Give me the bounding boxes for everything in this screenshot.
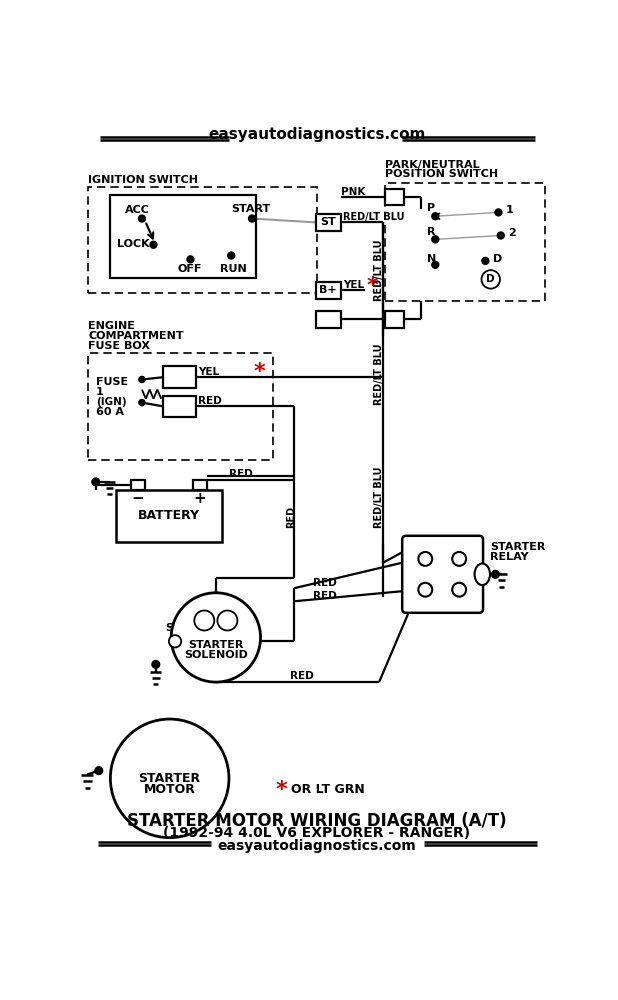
Circle shape bbox=[95, 767, 103, 774]
Text: COMPARTMENT: COMPARTMENT bbox=[88, 331, 184, 341]
Text: −: − bbox=[132, 491, 145, 506]
Text: *: * bbox=[253, 362, 265, 382]
Circle shape bbox=[169, 635, 181, 647]
Bar bbox=[109, 195, 256, 278]
Text: *: * bbox=[275, 780, 287, 800]
Text: RELAY: RELAY bbox=[490, 552, 528, 562]
Text: B+: B+ bbox=[320, 285, 337, 295]
Text: OR LT GRN: OR LT GRN bbox=[290, 783, 364, 796]
Circle shape bbox=[452, 552, 466, 566]
Text: 1: 1 bbox=[506, 205, 513, 215]
Circle shape bbox=[491, 570, 499, 578]
Text: PARK/NEUTRAL: PARK/NEUTRAL bbox=[385, 160, 480, 170]
Circle shape bbox=[139, 400, 145, 406]
Bar bbox=[316, 311, 341, 328]
Bar bbox=[385, 183, 546, 301]
Circle shape bbox=[418, 552, 432, 566]
Text: RED/LT BLU: RED/LT BLU bbox=[375, 239, 384, 301]
Circle shape bbox=[150, 241, 157, 248]
Text: RED: RED bbox=[286, 506, 296, 528]
Circle shape bbox=[482, 257, 489, 264]
Text: +: + bbox=[193, 491, 206, 506]
Bar bbox=[88, 353, 273, 460]
Text: START: START bbox=[231, 204, 271, 214]
Bar bbox=[316, 282, 341, 299]
Circle shape bbox=[432, 261, 439, 268]
Circle shape bbox=[111, 719, 229, 838]
Circle shape bbox=[228, 252, 235, 259]
Text: RED/LT BLU: RED/LT BLU bbox=[375, 343, 384, 405]
Circle shape bbox=[187, 256, 194, 263]
Text: SOLENOID: SOLENOID bbox=[184, 650, 248, 660]
Text: 60 A: 60 A bbox=[96, 407, 124, 417]
Text: R: R bbox=[427, 227, 435, 237]
Circle shape bbox=[152, 661, 159, 668]
Text: 2: 2 bbox=[507, 228, 515, 238]
Circle shape bbox=[92, 478, 99, 486]
Text: STARTER: STARTER bbox=[138, 772, 201, 785]
Bar bbox=[385, 311, 404, 328]
Text: 1: 1 bbox=[96, 387, 103, 397]
Circle shape bbox=[497, 232, 504, 239]
Text: STARTER MOTOR WIRING DIAGRAM (A/T): STARTER MOTOR WIRING DIAGRAM (A/T) bbox=[127, 812, 507, 830]
Text: OFF: OFF bbox=[177, 264, 201, 274]
Text: FUSE BOX: FUSE BOX bbox=[88, 341, 150, 351]
Text: easyautodiagnostics.com: easyautodiagnostics.com bbox=[218, 839, 416, 853]
Bar bbox=[116, 490, 222, 542]
Text: FUSE: FUSE bbox=[96, 377, 128, 387]
Circle shape bbox=[194, 610, 214, 631]
Text: BATTERY: BATTERY bbox=[138, 509, 200, 522]
Text: YEL: YEL bbox=[343, 280, 364, 290]
Text: RED: RED bbox=[198, 396, 222, 406]
Text: ACC: ACC bbox=[125, 205, 150, 215]
Text: RED: RED bbox=[229, 469, 252, 479]
Bar bbox=[164, 366, 196, 388]
Text: POSITION SWITCH: POSITION SWITCH bbox=[385, 169, 498, 179]
Text: easyautodiagnostics.com: easyautodiagnostics.com bbox=[208, 127, 425, 142]
Text: ENGINE: ENGINE bbox=[88, 321, 135, 331]
Circle shape bbox=[495, 209, 502, 216]
Text: S: S bbox=[165, 623, 173, 633]
Text: STARTER: STARTER bbox=[490, 542, 545, 552]
Text: N: N bbox=[427, 254, 436, 264]
Circle shape bbox=[248, 215, 255, 222]
Text: STARTER: STARTER bbox=[188, 640, 243, 650]
Circle shape bbox=[139, 376, 145, 383]
Bar bbox=[131, 480, 145, 490]
Text: IGNITION SWITCH: IGNITION SWITCH bbox=[88, 175, 198, 185]
Text: MOTOR: MOTOR bbox=[144, 783, 195, 796]
Circle shape bbox=[452, 583, 466, 597]
Circle shape bbox=[138, 215, 145, 222]
Circle shape bbox=[171, 593, 261, 682]
Bar bbox=[193, 480, 206, 490]
Text: (1992-94 4.0L V6 EXPLORER - RANGER): (1992-94 4.0L V6 EXPLORER - RANGER) bbox=[163, 826, 470, 840]
Text: YEL: YEL bbox=[198, 367, 219, 377]
Text: PNK: PNK bbox=[341, 187, 366, 197]
Bar bbox=[88, 187, 318, 293]
Text: RED: RED bbox=[313, 591, 337, 601]
Text: P: P bbox=[427, 203, 435, 213]
Bar bbox=[316, 214, 341, 231]
Text: (IGN): (IGN) bbox=[96, 397, 126, 407]
Text: RUN: RUN bbox=[221, 264, 247, 274]
Circle shape bbox=[432, 213, 439, 220]
Ellipse shape bbox=[475, 564, 490, 585]
Text: D: D bbox=[493, 254, 502, 264]
Circle shape bbox=[218, 610, 237, 631]
Bar bbox=[385, 189, 404, 205]
Text: RED/LT BLU: RED/LT BLU bbox=[343, 212, 404, 222]
Text: RED: RED bbox=[313, 578, 337, 588]
Text: RED/LT BLU: RED/LT BLU bbox=[375, 467, 384, 528]
Text: RED: RED bbox=[290, 671, 314, 681]
Text: LOCK: LOCK bbox=[117, 239, 150, 249]
Circle shape bbox=[418, 583, 432, 597]
FancyBboxPatch shape bbox=[402, 536, 483, 613]
Text: *: * bbox=[366, 276, 378, 296]
Text: D: D bbox=[486, 274, 495, 284]
Circle shape bbox=[432, 236, 439, 243]
Text: ST: ST bbox=[320, 217, 336, 227]
Bar bbox=[164, 396, 196, 417]
